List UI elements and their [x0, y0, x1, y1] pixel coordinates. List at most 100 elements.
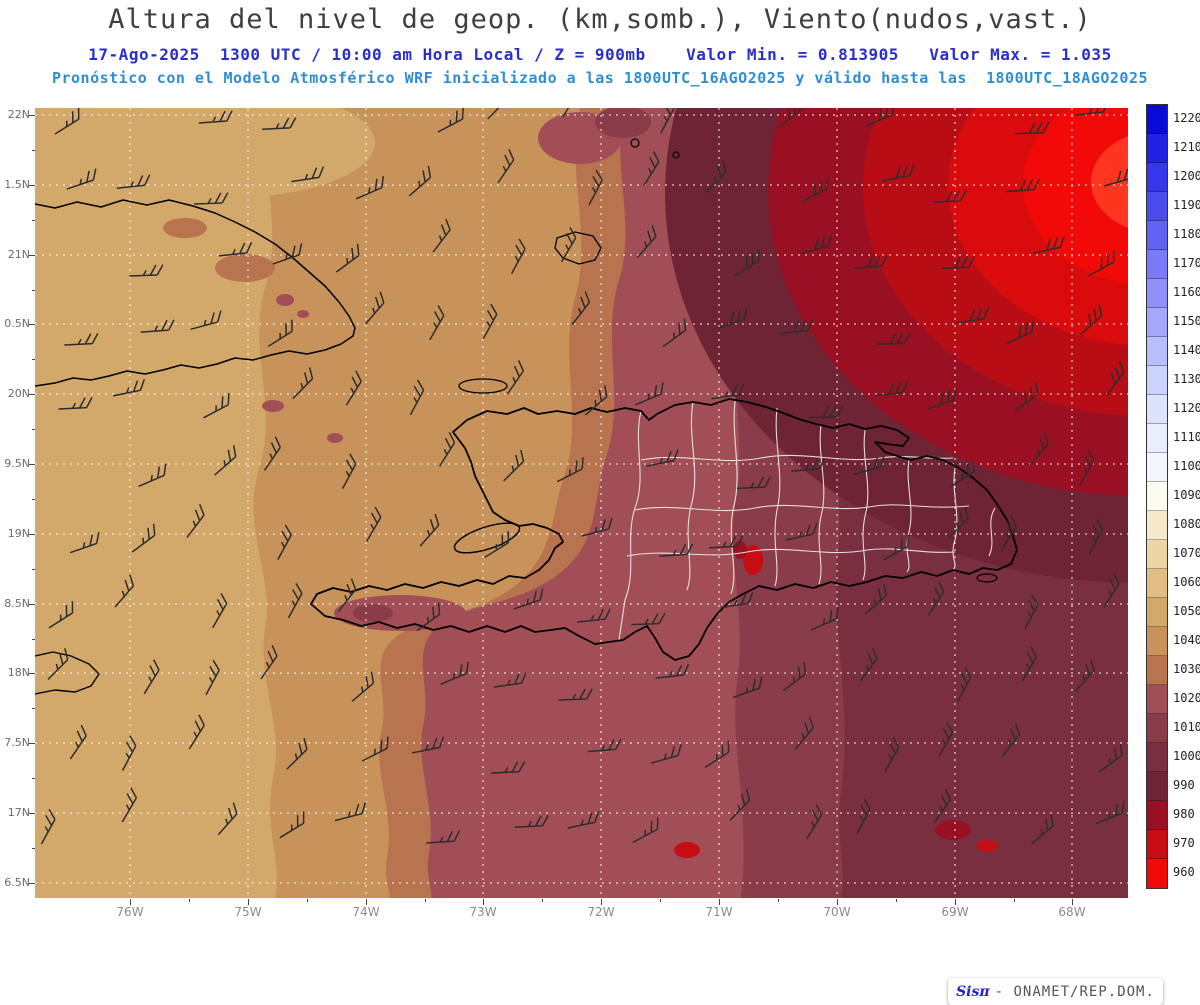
wind-barb-glyph — [1088, 250, 1115, 277]
wind-barb-glyph — [351, 671, 375, 702]
wind-barb — [1098, 743, 1123, 773]
wind-barb — [782, 662, 807, 692]
wind-barb — [188, 714, 205, 750]
wind-barb-glyph — [493, 672, 527, 688]
province-boundaries — [618, 400, 996, 641]
lat-tick-label: 0.5N — [4, 317, 30, 330]
wind-barb-glyph — [948, 506, 969, 539]
wind-barb — [116, 174, 151, 189]
wind-barb-glyph — [1006, 320, 1035, 345]
wind-barb-glyph — [426, 830, 461, 844]
wind-barb — [810, 607, 839, 631]
wind-barb-glyph — [190, 310, 222, 331]
wind-barb-glyph — [143, 659, 160, 695]
wind-barb-glyph — [853, 255, 888, 269]
wind-barb-glyph — [1006, 178, 1041, 193]
wind-barb-glyph — [263, 436, 281, 471]
wind-barb-glyph — [956, 307, 989, 324]
wind-barb-glyph — [1014, 382, 1039, 412]
colorbar-swatch — [1147, 569, 1167, 598]
wind-barb-glyph — [1000, 515, 1017, 551]
wind-barb-glyph — [806, 804, 823, 840]
wind-barb — [956, 307, 989, 324]
wind-barb — [140, 319, 175, 333]
lon-tick-label: 72W — [587, 905, 615, 919]
wind-barb-glyph — [510, 238, 526, 274]
wind-barb — [1032, 236, 1065, 254]
wind-barb — [938, 721, 954, 758]
wind-barb-glyph — [662, 318, 687, 348]
wind-barb — [214, 445, 237, 476]
lon-minor-tick — [1013, 899, 1015, 902]
wind-barb — [341, 453, 357, 489]
wind-barb — [864, 583, 887, 615]
colorbar — [1146, 104, 1168, 889]
wind-barb-glyph — [292, 367, 314, 400]
wind-barb-glyph — [882, 534, 910, 561]
wind-barb — [874, 381, 909, 397]
wind-barb-glyph — [419, 513, 440, 547]
wind-barb — [705, 161, 727, 193]
wind-barb-glyph — [408, 165, 432, 197]
wind-barb-glyph — [801, 177, 829, 203]
wind-barb — [337, 578, 357, 613]
wind-barb-glyph — [1080, 304, 1103, 336]
wind-barb-glyph — [64, 333, 99, 346]
wind-barb-glyph — [440, 661, 469, 685]
wind-barb-glyph — [47, 648, 69, 681]
wind-barb-glyph — [361, 736, 389, 762]
wind-barb — [631, 612, 666, 626]
wind-barb — [138, 463, 167, 488]
wind-barb-glyph — [262, 117, 297, 131]
wind-barb — [364, 291, 385, 325]
colorbar-swatch — [1147, 424, 1167, 453]
wind-barb-glyph — [112, 378, 146, 397]
wind-barb-glyph — [856, 798, 871, 835]
wind-barb — [409, 379, 425, 416]
wind-barb — [506, 360, 525, 395]
colorbar-label: 960 — [1173, 865, 1195, 879]
colorbar-swatch — [1147, 511, 1167, 540]
colorbar-swatch — [1147, 395, 1167, 424]
wind-barb — [291, 166, 325, 183]
colorbar-swatch — [1147, 366, 1167, 395]
wind-barb-glyph — [277, 524, 292, 560]
wind-barb — [720, 592, 754, 609]
wind-barb — [69, 531, 100, 554]
colorbar-swatch — [1147, 772, 1167, 801]
wind-barb — [263, 436, 281, 471]
wind-barb-glyph — [506, 360, 525, 395]
wind-barb — [194, 192, 229, 205]
wind-barb — [129, 264, 164, 277]
wind-barb — [949, 460, 975, 488]
wind-barb-glyph — [882, 164, 915, 182]
wind-barb-glyph — [1029, 432, 1049, 466]
wind-barb — [948, 506, 969, 539]
wind-barb — [729, 788, 751, 821]
wind-barb — [927, 388, 957, 410]
lon-minor-tick — [778, 899, 779, 902]
wind-barb — [1103, 572, 1120, 608]
colorbar-label: 1180 — [1173, 227, 1200, 241]
wind-barb — [853, 255, 888, 269]
wind-barb-glyph — [587, 738, 622, 753]
lon-minor-tick — [542, 899, 543, 902]
lon-tick-label: 76W — [116, 905, 144, 919]
colorbar-label: 1000 — [1173, 749, 1200, 763]
wind-barb-glyph — [503, 449, 525, 482]
colorbar-label: 970 — [1173, 836, 1195, 850]
wind-barb — [646, 449, 679, 467]
lon-tick-label: 75W — [234, 905, 262, 919]
colorbar-swatch — [1147, 801, 1167, 830]
wind-barb-glyph — [1095, 801, 1125, 825]
wind-barb-glyph — [69, 724, 87, 760]
wind-barb — [779, 319, 814, 335]
colorbar-label: 1210 — [1173, 140, 1200, 154]
jamaica-coastline — [34, 651, 100, 695]
wind-barb-glyph — [1032, 236, 1065, 254]
wind-barb-glyph — [1079, 449, 1095, 485]
wind-barb — [1080, 304, 1103, 336]
wind-barb — [1006, 178, 1041, 193]
wind-barb — [262, 117, 297, 131]
wind-barb — [484, 531, 510, 559]
